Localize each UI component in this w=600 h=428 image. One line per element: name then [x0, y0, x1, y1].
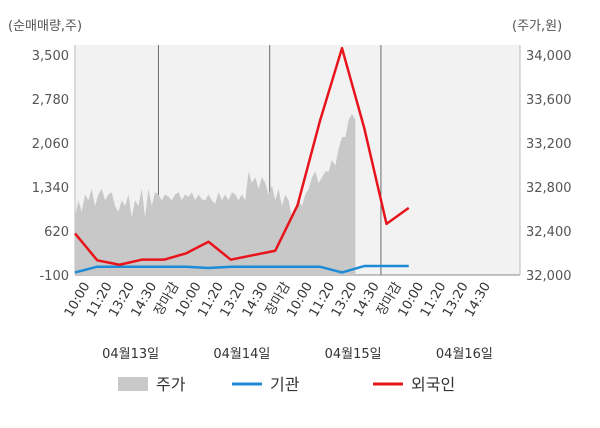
left-tick-label: 2,780 — [32, 93, 69, 108]
day-label: 04월14일 — [213, 347, 270, 362]
day-label: 04월13일 — [102, 347, 159, 362]
legend-label: 외국인 — [411, 375, 455, 394]
day-label: 04월15일 — [325, 347, 382, 362]
right-axis: (주가,원) 34,000 33,600 33,200 32,800 32,400 32,0… — [512, 19, 572, 284]
left-tick-label: -100 — [39, 269, 69, 284]
right-tick-label: 32,400 — [526, 225, 572, 240]
left-tick-label: 1,340 — [32, 181, 69, 196]
left-tick-label: 2,060 — [32, 137, 69, 152]
right-tick-label: 32,800 — [526, 181, 572, 196]
right-tick-label: 34,000 — [526, 49, 572, 64]
right-tick-label: 33,600 — [526, 93, 572, 108]
left-axis: (순매매량,주) 3,500 2,780 2,060 1,340 620 -100 — [8, 19, 82, 284]
right-tick-label: 32,000 — [526, 269, 572, 284]
right-axis-title: (주가,원) — [512, 19, 562, 34]
day-label: 04월16일 — [436, 347, 493, 362]
left-axis-title: (순매매량,주) — [8, 19, 82, 34]
day-labels: 04월13일 04월14일 04월15일 04월16일 — [102, 347, 493, 362]
legend-label: 기관 — [270, 375, 300, 394]
institution-line — [74, 264, 409, 274]
right-tick-label: 33,200 — [526, 137, 572, 152]
left-tick-label: 620 — [44, 225, 69, 240]
price-area-layer — [75, 114, 356, 275]
legend-swatch-price — [118, 377, 148, 391]
left-tick-label: 3,500 — [32, 49, 69, 64]
price-area — [75, 114, 356, 275]
legend-label: 주가 — [156, 375, 186, 394]
foreign-line — [74, 46, 410, 267]
net-trade-line-layer — [74, 46, 410, 274]
legend: 주가 기관 외국인 — [118, 375, 455, 394]
